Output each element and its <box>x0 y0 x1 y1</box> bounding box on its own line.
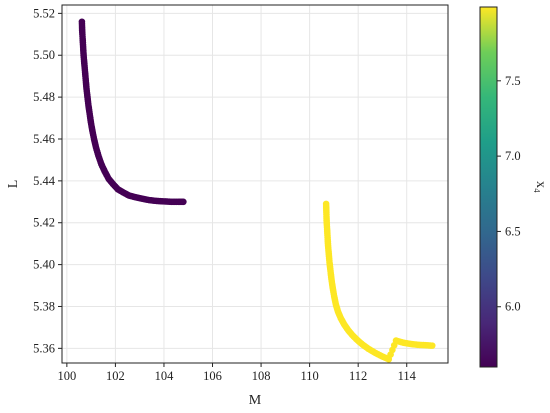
y-axis-label: L <box>6 180 21 189</box>
grid <box>62 5 448 363</box>
x-tick-label: 104 <box>155 369 175 383</box>
y-tick-label: 5.48 <box>33 90 55 104</box>
y-axis: 5.36 5.38 5.40 5.42 5.44 5.46 5.48 5.50 5.52 <box>33 6 62 355</box>
colorbar-gradient <box>479 6 498 368</box>
y-tick-label: 5.40 <box>33 258 55 272</box>
y-tick-label: 5.50 <box>33 48 55 62</box>
x-tick-label: 106 <box>203 369 222 383</box>
x-tick-label: 100 <box>57 369 76 383</box>
y-tick-label: 5.36 <box>33 341 55 355</box>
data-point <box>180 198 187 206</box>
x-tick-label: 108 <box>252 369 271 383</box>
colorbar-ticks: 6.0 6.5 7.0 7.5 <box>497 74 521 314</box>
y-tick-label: 5.38 <box>33 299 55 313</box>
plot-frame <box>61 4 449 364</box>
x-tick-label: 102 <box>106 369 125 383</box>
y-tick-label: 5.42 <box>33 216 55 230</box>
colorbar-tick-label: 6.0 <box>505 300 521 314</box>
y-tick-label: 5.52 <box>33 6 55 20</box>
y-tick-label: 5.44 <box>33 174 56 188</box>
x-tick-label: 112 <box>349 369 367 383</box>
x-tick-label: 114 <box>398 369 417 383</box>
y-tick-label: 5.46 <box>33 132 55 146</box>
data-point <box>428 342 436 349</box>
colorbar-label: x₄ <box>533 181 548 193</box>
colorbar: 6.0 6.5 7.0 7.5 x₄ <box>479 6 548 368</box>
colorbar-tick-label: 6.5 <box>505 224 521 238</box>
x-axis: 100 102 104 106 108 110 112 114 <box>57 363 417 383</box>
colorbar-tick-label: 7.0 <box>505 149 521 163</box>
colorbar-tick-label: 7.5 <box>505 74 521 88</box>
x-tick-label: 110 <box>300 369 318 383</box>
x-axis-label: M <box>249 393 262 408</box>
data-points <box>78 18 436 363</box>
